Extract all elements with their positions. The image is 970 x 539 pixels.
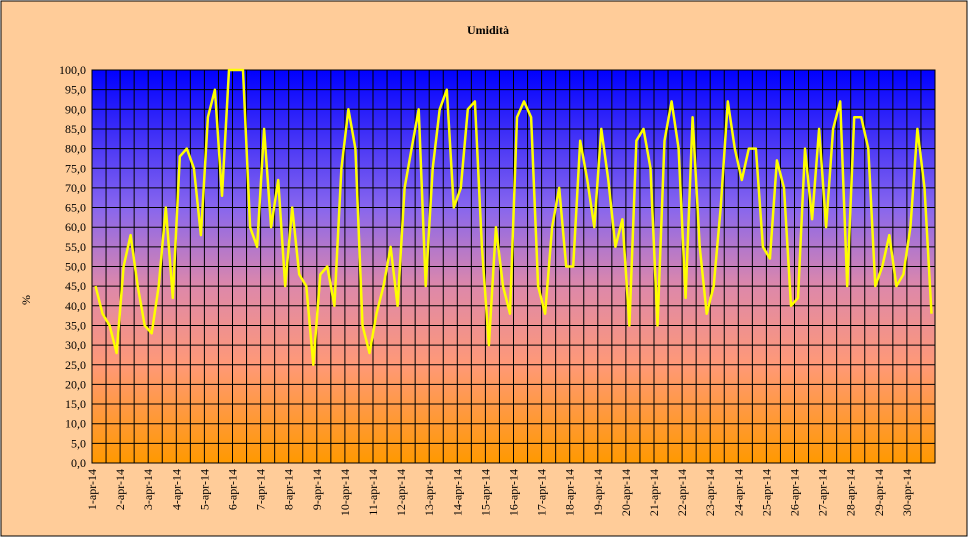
x-tick-label: 21-apr-14 — [647, 469, 661, 516]
y-tick-label: 95,0 — [65, 83, 86, 97]
x-tick-label: 3-apr-14 — [141, 469, 155, 510]
y-tick-label: 65,0 — [65, 201, 86, 215]
y-tick-label: 10,0 — [65, 417, 86, 431]
y-tick-label: 15,0 — [65, 397, 86, 411]
y-tick-label: 90,0 — [65, 102, 86, 116]
x-tick-label: 15-apr-14 — [478, 469, 492, 516]
x-tick-label: 19-apr-14 — [591, 469, 605, 516]
x-tick-label: 7-apr-14 — [254, 469, 268, 510]
x-tick-label: 9-apr-14 — [310, 469, 324, 510]
y-tick-label: 20,0 — [65, 377, 86, 391]
x-tick-label: 10-apr-14 — [338, 469, 352, 516]
x-tick-label: 2-apr-14 — [113, 469, 127, 510]
x-tick-label: 25-apr-14 — [759, 469, 773, 516]
x-tick-label: 24-apr-14 — [731, 469, 745, 516]
y-tick-label: 5,0 — [71, 436, 86, 450]
x-tick-label: 11-apr-14 — [366, 469, 380, 516]
y-tick-label: 30,0 — [65, 338, 86, 352]
x-tick-label: 18-apr-14 — [563, 469, 577, 516]
y-tick-label: 60,0 — [65, 220, 86, 234]
x-tick-label: 14-apr-14 — [450, 469, 464, 516]
y-tick-label: 45,0 — [65, 279, 86, 293]
x-tick-label: 8-apr-14 — [282, 469, 296, 510]
x-tick-label: 29-apr-14 — [872, 469, 886, 516]
x-tick-label: 12-apr-14 — [394, 469, 408, 516]
x-tick-label: 6-apr-14 — [226, 469, 240, 510]
x-tick-label: 5-apr-14 — [197, 469, 211, 510]
x-tick-label: 27-apr-14 — [816, 469, 830, 516]
x-tick-label: 28-apr-14 — [844, 469, 858, 516]
x-tick-label: 17-apr-14 — [535, 469, 549, 516]
y-axis-label: % — [19, 295, 33, 305]
y-tick-label: 40,0 — [65, 299, 86, 313]
x-tick-label: 20-apr-14 — [619, 469, 633, 516]
plot-border — [91, 69, 936, 464]
x-tick-label: 4-apr-14 — [169, 469, 183, 510]
y-tick-label: 50,0 — [65, 260, 86, 274]
y-tick-label: 70,0 — [65, 181, 86, 195]
y-tick-label: 25,0 — [65, 358, 86, 372]
x-tick-label: 1-apr-14 — [85, 469, 99, 510]
y-tick-label: 80,0 — [65, 142, 86, 156]
y-tick-label: 85,0 — [65, 122, 86, 136]
chart-title: Umidità — [467, 23, 509, 37]
x-tick-label: 26-apr-14 — [788, 469, 802, 516]
x-tick-label: 13-apr-14 — [422, 469, 436, 516]
x-tick-label: 30-apr-14 — [900, 469, 914, 516]
y-tick-label: 75,0 — [65, 161, 86, 175]
x-tick-label: 22-apr-14 — [675, 469, 689, 516]
y-tick-label: 100,0 — [59, 63, 86, 77]
y-tick-label: 0,0 — [71, 456, 86, 470]
data-line — [94, 68, 933, 367]
y-tick-label: 55,0 — [65, 240, 86, 254]
x-tick-label: 16-apr-14 — [507, 469, 521, 516]
y-tick-label: 35,0 — [65, 318, 86, 332]
x-tick-label: 23-apr-14 — [703, 469, 717, 516]
